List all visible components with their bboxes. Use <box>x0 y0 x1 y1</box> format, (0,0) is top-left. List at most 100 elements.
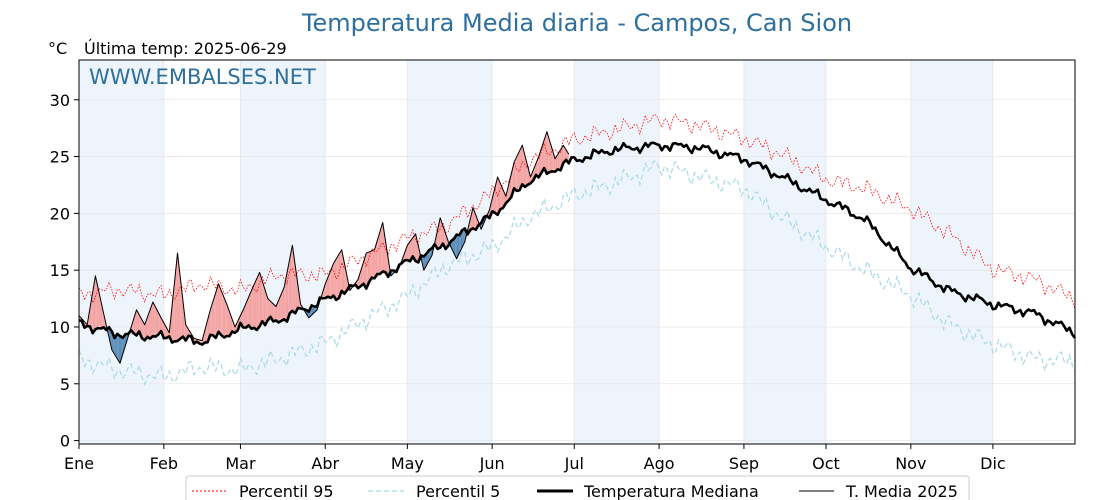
fill-below-median <box>121 334 123 359</box>
fill-above-median <box>245 300 248 330</box>
fill-above-median <box>280 293 282 321</box>
fill-above-median <box>340 249 342 296</box>
x-tick-label: Oct <box>812 454 840 473</box>
fill-above-median <box>474 211 476 230</box>
fill-above-median <box>288 259 290 316</box>
month-band <box>79 60 164 444</box>
fill-above-median <box>520 145 523 190</box>
fill-below-median <box>120 334 122 364</box>
fill-above-median <box>384 231 386 275</box>
fill-above-median <box>252 284 255 328</box>
fill-above-median <box>549 140 551 175</box>
fill-above-median <box>557 152 560 172</box>
fill-above-median <box>440 217 442 248</box>
fill-below-median <box>109 327 111 344</box>
fill-above-median <box>99 294 101 329</box>
fill-above-median <box>325 280 327 301</box>
fill-above-median <box>540 148 542 173</box>
fill-above-median <box>214 292 216 338</box>
fill-above-median <box>541 144 543 173</box>
fill-above-median <box>555 156 557 172</box>
series-line-t-media-2025 <box>78 131 570 364</box>
fill-above-median <box>213 296 215 336</box>
fill-above-median <box>267 298 270 321</box>
plot-frame <box>78 59 1076 445</box>
fill-above-median <box>516 153 519 191</box>
fill-above-median <box>501 186 504 209</box>
fill-above-median <box>211 301 214 338</box>
fill-above-median <box>137 312 140 334</box>
fill-above-median <box>382 222 385 275</box>
fill-above-median <box>141 319 144 339</box>
fill-above-median <box>225 300 227 340</box>
fill-above-median <box>146 317 148 342</box>
fill-above-median <box>151 302 153 337</box>
fill-below-median <box>426 253 428 266</box>
fill-above-median <box>96 282 99 331</box>
fill-above-median <box>180 277 182 340</box>
series-line-percentil-5 <box>78 160 1076 386</box>
fill-above-median <box>378 231 380 276</box>
x-tick-label: Sep <box>729 454 759 473</box>
series-line-temperatura-mediana <box>78 141 1077 346</box>
fill-above-median <box>370 250 372 283</box>
fill-above-median <box>276 303 278 324</box>
fill-above-median <box>381 222 383 272</box>
fill-above-median <box>284 280 286 321</box>
fill-above-median <box>552 149 554 172</box>
fill-above-median <box>165 325 167 338</box>
fill-above-median <box>221 290 223 336</box>
fill-above-median <box>377 236 379 276</box>
fill-above-median <box>174 266 177 344</box>
fill-above-median <box>546 131 549 174</box>
fill-above-median <box>218 283 220 335</box>
fill-above-median <box>217 283 219 336</box>
fill-above-median <box>366 252 368 289</box>
fill-above-median <box>293 255 296 314</box>
fill-above-median <box>408 241 411 262</box>
watermark: WWW.EMBALSES.NET <box>89 65 316 89</box>
fill-above-median <box>328 273 330 297</box>
fill-above-median <box>277 300 279 324</box>
fill-above-median <box>287 266 289 322</box>
fill-above-median <box>274 305 276 322</box>
fill-above-median <box>371 250 374 278</box>
y-tick-label: 25 <box>50 148 70 167</box>
fill-above-median <box>515 156 517 192</box>
fill-above-median <box>250 290 252 329</box>
fill-above-median <box>270 301 272 317</box>
legend-box <box>185 475 970 500</box>
x-tick-label: Mar <box>225 454 256 473</box>
x-tick-label: Abr <box>311 454 339 473</box>
fill-below-median <box>125 333 127 346</box>
fill-above-median <box>545 131 547 174</box>
fill-above-median <box>170 306 172 343</box>
fill-above-median <box>103 313 105 330</box>
x-tick-label: Feb <box>150 454 178 473</box>
fill-above-median <box>159 315 162 334</box>
legend-label-p5: Percentil 5 <box>416 482 500 500</box>
fill-above-median <box>411 237 413 258</box>
y-tick-label: 5 <box>60 375 70 394</box>
fill-above-median <box>338 252 341 299</box>
month-band <box>407 60 493 444</box>
fill-above-median <box>226 304 229 336</box>
fill-above-median <box>158 312 160 335</box>
fill-below-median <box>118 336 120 364</box>
fill-above-median <box>259 272 261 327</box>
fill-above-median <box>497 177 499 215</box>
fill-below-median <box>456 234 458 259</box>
x-tick-label: May <box>391 454 424 473</box>
fill-above-median <box>345 270 348 291</box>
fill-above-median <box>518 150 520 191</box>
fill-below-median <box>114 336 116 357</box>
fill-above-median <box>343 256 345 294</box>
legend-label-2025: T. Media 2025 <box>845 482 958 500</box>
fill-below-median <box>427 250 430 263</box>
fill-above-median <box>148 309 151 339</box>
fill-above-median <box>241 309 244 328</box>
fill-above-median <box>438 217 441 248</box>
fill-above-median <box>514 159 516 192</box>
fill-above-median <box>278 296 281 323</box>
x-tick-label: Ene <box>64 454 94 473</box>
